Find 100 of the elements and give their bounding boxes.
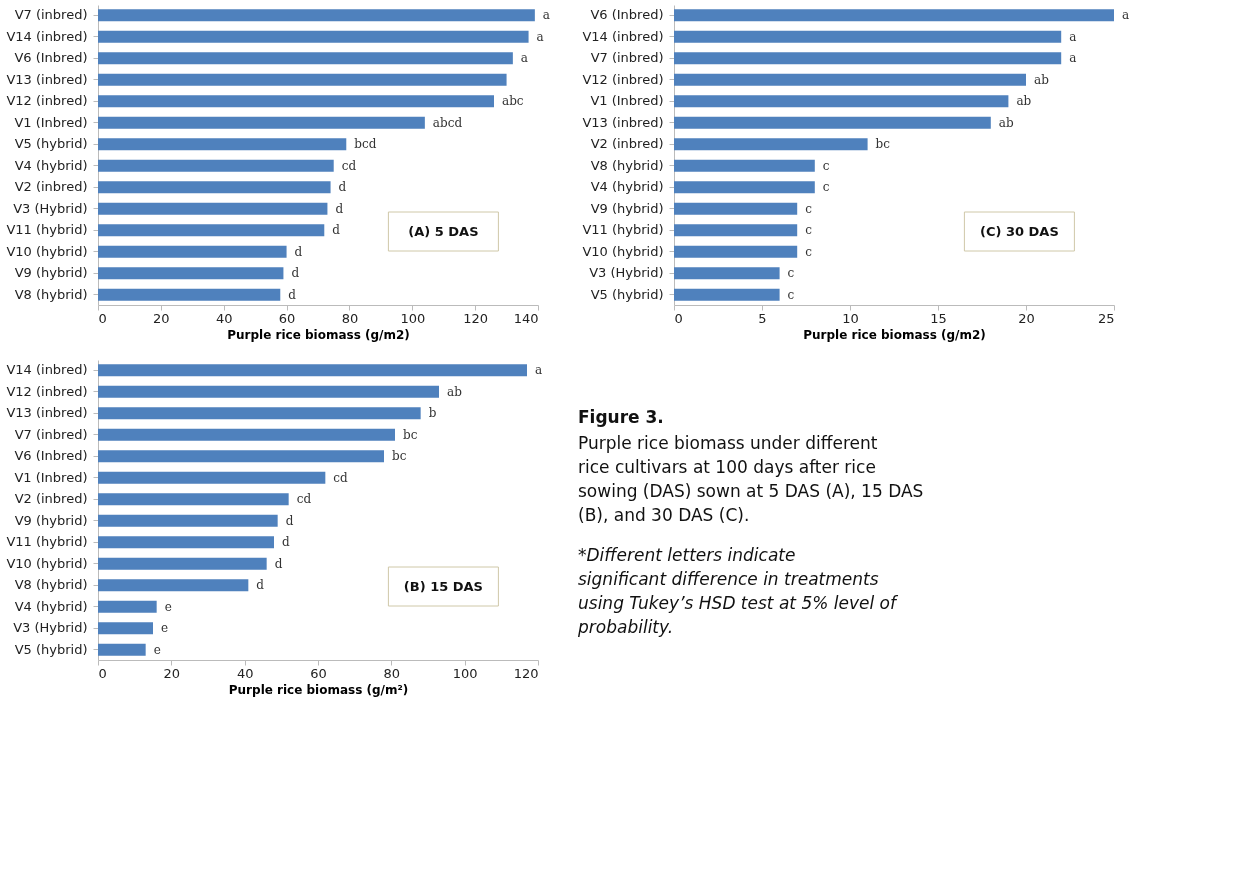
data-label: d [291, 266, 300, 281]
y-tick-label: V14 (inbred) [582, 28, 664, 44]
y-tick-label: V2 (inbred) [14, 179, 88, 195]
data-label: d [332, 223, 341, 238]
y-tick-label: V14 (inbred) [6, 28, 88, 44]
data-label: e [153, 642, 161, 657]
data-label: abcd [432, 115, 463, 130]
x-tick-label: 20 [163, 665, 181, 681]
x-tick-label: 15 [930, 310, 947, 326]
y-tick-label: V6 (Inbred) [14, 448, 88, 464]
data-label: bc [403, 427, 418, 442]
y-tick-label: V6 (Inbred) [590, 7, 664, 23]
y-tick-label: V10 (hybrid) [6, 243, 88, 259]
x-axis-title: Purple rice biomass (g/m2) [803, 327, 986, 342]
text: *Different letters indicate significant difference in treatments using Tukey’s HSD test at 5% level of probability. [577, 545, 900, 637]
y-tick-label: V11 (hybrid) [6, 222, 88, 238]
x-tick-label: 100 [452, 665, 478, 681]
y-tick-label: V13 (inbred) [582, 114, 664, 130]
y-tick-label: V11 (hybrid) [6, 534, 88, 550]
y-tick-label: V12 (inbred) [6, 93, 88, 109]
y-tick-label: V4 (hybrid) [14, 157, 88, 173]
x-tick-label: 40 [215, 310, 233, 326]
x-tick-label: 10 [842, 310, 859, 326]
data-label: c [805, 244, 813, 259]
data-label: a [1069, 29, 1077, 44]
y-tick-label: V6 (Inbred) [14, 50, 88, 66]
y-tick-label: V7 (inbred) [14, 7, 88, 23]
y-tick-label: V13 (inbred) [6, 71, 88, 87]
data-label: d [282, 535, 290, 550]
x-tick-label: 20 [153, 310, 170, 326]
data-label: b [428, 406, 437, 421]
text: Purple rice biomass under different rice cultivars at 100 days after rice sowing (DAS) sown at 5 DAS (A), 15 DAS (B), and 30 DAS (C). [578, 433, 924, 525]
y-tick-label: V10 (hybrid) [582, 243, 664, 259]
y-tick-label: V5 (hybrid) [590, 286, 664, 302]
y-tick-label: V1 (Inbred) [14, 469, 88, 485]
x-tick-label: 60 [278, 310, 296, 326]
data-label: d [288, 287, 297, 302]
data-label: c [805, 223, 813, 238]
data-label: ab [1034, 72, 1050, 87]
data-label: c [822, 180, 830, 195]
y-tick-label: V2 (inbred) [14, 491, 88, 507]
y-tick-label: V5 (hybrid) [14, 136, 88, 152]
data-label: cd [341, 158, 357, 173]
y-tick-label: V12 (inbred) [582, 71, 664, 87]
data-label: c [822, 158, 830, 173]
x-axis-title: Purple rice biomass (g/m2) [227, 327, 410, 342]
data-label: a [520, 51, 529, 66]
x-tick-label: 140 [513, 310, 539, 326]
y-tick-label: V3 (Hybrid) [13, 200, 88, 216]
y-tick-label: V9 (hybrid) [14, 265, 88, 281]
data-label: d [285, 513, 294, 528]
data-label: ab [1016, 94, 1032, 109]
y-tick-label: V9 (hybrid) [590, 200, 664, 216]
data-label: d [335, 201, 344, 216]
data-label: ab [447, 384, 463, 399]
x-tick-label: 0 [98, 310, 107, 326]
data-label: a [1069, 51, 1077, 66]
data-label: ab [998, 115, 1014, 130]
data-label: c [787, 266, 795, 281]
data-label: bc [392, 449, 407, 464]
data-label: d [274, 556, 283, 571]
data-label: d [338, 180, 347, 195]
y-tick-label: V1 (Inbred) [14, 114, 88, 130]
annotation: (A) 5 DAS [408, 223, 479, 239]
data-label: a [535, 363, 543, 378]
data-label: d [256, 578, 265, 593]
annotation: (B) 15 DAS [403, 578, 483, 594]
data-label: cd [333, 470, 349, 485]
x-tick-label: 80 [383, 665, 401, 681]
data-label: a [542, 8, 551, 23]
y-tick-label: V3 (Hybrid) [13, 620, 88, 636]
x-tick-label: 60 [310, 665, 327, 681]
y-tick-label: V13 (inbred) [6, 405, 88, 421]
annotation: (C) 30 DAS [980, 223, 1059, 239]
x-tick-label: 100 [400, 310, 426, 326]
y-tick-label: V11 (hybrid) [582, 222, 664, 238]
y-tick-label: V4 (hybrid) [14, 598, 88, 614]
data-label: a [1122, 8, 1130, 23]
data-label: e [164, 599, 172, 614]
x-tick-label: 25 [1097, 310, 1115, 326]
y-tick-label: V8 (hybrid) [590, 157, 664, 173]
y-tick-label: V5 (hybrid) [14, 641, 88, 657]
y-tick-label: V14 (inbred) [6, 362, 88, 378]
x-tick-label: 20 [1018, 310, 1035, 326]
data-label: bcd [354, 137, 377, 152]
data-label: bc [875, 137, 891, 152]
y-tick-label: V4 (hybrid) [590, 179, 664, 195]
caption: Figure 3. [578, 407, 664, 427]
y-tick-label: V1 (Inbred) [590, 93, 664, 109]
x-tick-label: 120 [513, 665, 539, 681]
x-tick-label: 80 [341, 310, 359, 326]
y-tick-label: V10 (hybrid) [6, 555, 88, 571]
data-label: abc [502, 94, 524, 109]
data-label: cd [296, 492, 312, 507]
data-label: e [161, 621, 169, 636]
y-tick-label: V3 (Hybrid) [589, 265, 664, 281]
x-tick-label: 5 [758, 310, 767, 326]
x-tick-label: 0 [674, 310, 683, 326]
y-tick-label: V7 (inbred) [590, 50, 664, 66]
data-label: c [805, 201, 813, 216]
